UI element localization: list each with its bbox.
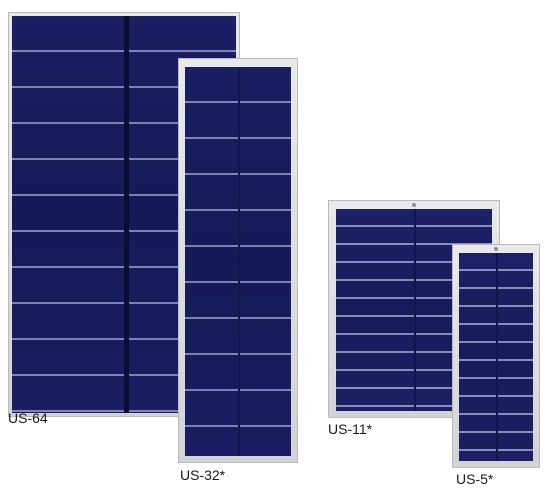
model-label-us-64: US-64 <box>8 410 48 426</box>
solar-cells-us-32 <box>185 67 291 456</box>
solar-cells-us-5 <box>459 253 533 461</box>
panel-divider <box>124 16 129 413</box>
panel-divider <box>238 67 240 456</box>
mounting-screw <box>412 203 416 207</box>
panel-divider <box>496 253 498 461</box>
panel-divider <box>414 209 416 411</box>
model-label-us-32: US-32* <box>180 467 226 483</box>
solar-panel-us-32 <box>178 58 298 463</box>
model-label-us-11: US-11* <box>328 421 373 437</box>
solar-panel-us-5 <box>452 244 540 468</box>
model-label-us-5: US-5* <box>456 471 494 487</box>
mounting-screw <box>494 247 498 251</box>
